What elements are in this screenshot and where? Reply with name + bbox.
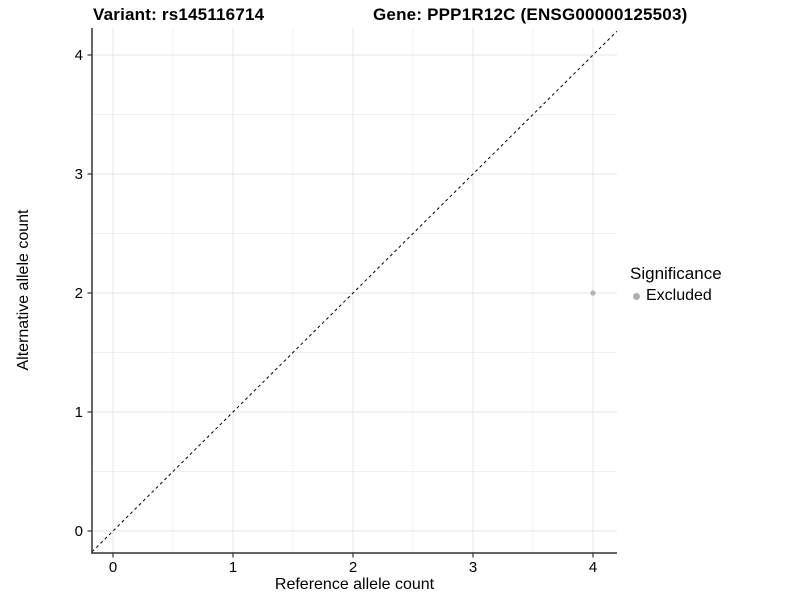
y-tick-label: 3 <box>75 166 83 183</box>
data-point <box>590 290 596 296</box>
x-tick-label: 1 <box>229 559 237 576</box>
x-tick-label: 2 <box>349 559 357 576</box>
y-tick-label: 2 <box>75 285 83 302</box>
x-tick-label: 0 <box>109 559 117 576</box>
legend-entry: Excluded <box>630 287 722 305</box>
y-tick-label: 4 <box>75 47 83 64</box>
legend: Significance Excluded <box>630 264 722 305</box>
x-tick-label: 3 <box>469 559 477 576</box>
y-tick-label: 0 <box>75 523 83 540</box>
legend-entry-label: Excluded <box>646 287 712 304</box>
x-axis-label: Reference allele count <box>274 576 435 593</box>
variant-title: Variant: rs145116714 <box>93 5 265 24</box>
legend-title: Significance <box>630 264 722 283</box>
gene-title: Gene: PPP1R12C (ENSG00000125503) <box>373 5 688 24</box>
identity-line <box>91 30 618 553</box>
y-axis-label: Alternative allele count <box>15 209 32 371</box>
y-tick-label: 1 <box>75 404 83 421</box>
excluded-marker-icon <box>633 292 640 300</box>
x-tick-label: 4 <box>589 559 597 576</box>
